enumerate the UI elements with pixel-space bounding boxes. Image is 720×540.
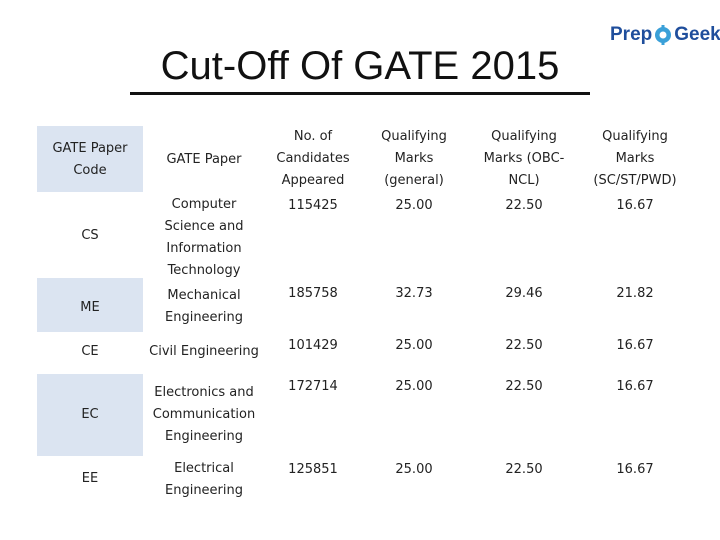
row-ce-code: CE xyxy=(81,344,99,359)
row-ce-obc: 22.50 xyxy=(505,338,543,353)
header-qualifying-general: Qualifying Marks (general) xyxy=(381,129,447,188)
row-ee-paper: Electrical Engineering xyxy=(165,461,243,498)
code-band-ec xyxy=(37,374,143,456)
row-me-code: ME xyxy=(80,300,100,315)
page-title: Cut-Off Of GATE 2015 xyxy=(160,44,560,88)
row-ee-code: EE xyxy=(81,471,99,486)
row-ee-candidates: 125851 xyxy=(288,462,338,477)
row-ee-sc: 16.67 xyxy=(616,462,654,477)
row-ec-obc: 22.50 xyxy=(505,379,543,394)
row-ee-obc: 22.50 xyxy=(505,462,543,477)
row-cs-code: CS xyxy=(81,228,99,243)
row-ec-sc: 16.67 xyxy=(616,379,654,394)
cutoff-table: GATE Paper Code GATE Paper No. of Candid… xyxy=(37,124,688,500)
row-me-general: 32.73 xyxy=(395,286,433,301)
row-me-obc: 29.46 xyxy=(505,286,543,301)
row-cs-candidates: 115425 xyxy=(288,198,338,213)
row-ce-general: 25.00 xyxy=(395,338,433,353)
header-qualifying-obc: Qualifying Marks (OBC-NCL) xyxy=(483,129,565,188)
row-cs-general: 25.00 xyxy=(395,198,433,213)
row-ec-candidates: 172714 xyxy=(288,379,338,394)
header-paper: GATE Paper xyxy=(166,152,242,167)
row-me-sc: 21.82 xyxy=(616,286,654,301)
header-qualifying-sc: Qualifying Marks (SC/ST/PWD) xyxy=(593,129,677,188)
row-cs-obc: 22.50 xyxy=(505,198,543,213)
row-ce-candidates: 101429 xyxy=(288,338,338,353)
row-cs-paper: Computer Science and Information Technol… xyxy=(164,197,244,278)
row-ec-general: 25.00 xyxy=(395,379,433,394)
logo-text-geek: Geek xyxy=(674,24,720,45)
row-ce-paper: Civil Engineering xyxy=(149,344,259,359)
header-paper-code: GATE Paper Code xyxy=(52,141,128,178)
row-cs-sc: 16.67 xyxy=(616,198,654,213)
row-ee-general: 25.00 xyxy=(395,462,433,477)
row-ec-paper: Electronics and Communication Engineerin… xyxy=(152,385,256,444)
prepgeek-logo: Prep Geek xyxy=(610,22,720,48)
code-band-header xyxy=(37,126,143,192)
header-candidates: No. of Candidates Appeared xyxy=(276,129,350,188)
row-ec-code: EC xyxy=(81,407,99,422)
logo-gear-icon xyxy=(655,25,672,45)
row-ce-sc: 16.67 xyxy=(616,338,654,353)
row-me-paper: Mechanical Engineering xyxy=(165,288,243,325)
title-underline xyxy=(130,92,590,95)
logo-text-prep: Prep xyxy=(610,24,653,45)
row-me-candidates: 185758 xyxy=(288,286,338,301)
code-band-me xyxy=(37,278,143,332)
